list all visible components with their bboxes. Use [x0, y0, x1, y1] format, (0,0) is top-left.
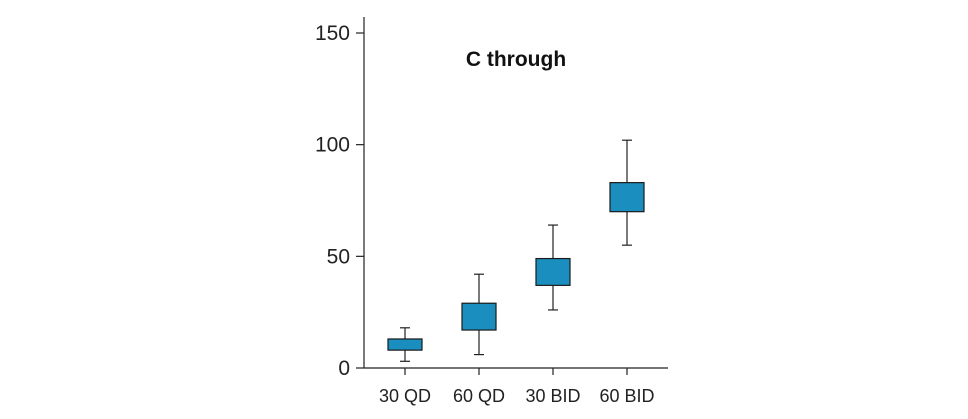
y-ticks: 0 50 100 150	[315, 22, 364, 380]
chart-title: C through	[466, 48, 566, 71]
box-30-bid	[535, 224, 571, 311]
iqr-box	[461, 302, 497, 331]
y-tick-label: 100	[315, 134, 350, 157]
box-60-qd	[461, 273, 497, 356]
box-60-bid	[609, 139, 645, 246]
iqr-box	[387, 338, 423, 351]
y-tick-label: 0	[338, 357, 350, 380]
y-tick-label: 50	[327, 245, 350, 268]
box-30-qd	[387, 327, 423, 362]
iqr-box	[609, 182, 645, 213]
iqr-box	[535, 257, 571, 286]
boxes	[387, 139, 645, 362]
x-tick-label: 60 QD	[453, 386, 505, 406]
axes	[363, 17, 668, 369]
x-tick-label: 30 BID	[525, 386, 580, 406]
x-tick-label: 60 BID	[599, 386, 654, 406]
x-ticks: 30 QD 60 QD 30 BID 60 BID	[379, 368, 655, 406]
x-tick-label: 30 QD	[379, 386, 431, 406]
y-tick-label: 150	[315, 22, 350, 45]
